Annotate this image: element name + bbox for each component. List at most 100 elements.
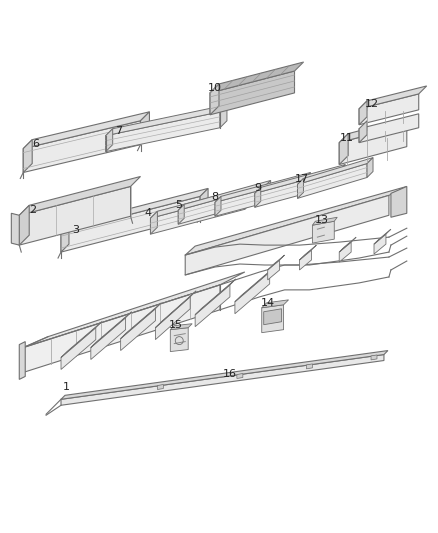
- Polygon shape: [374, 229, 391, 244]
- Polygon shape: [339, 125, 407, 165]
- Text: 6: 6: [33, 139, 40, 149]
- Polygon shape: [307, 364, 312, 369]
- Polygon shape: [120, 303, 161, 338]
- Polygon shape: [339, 116, 416, 143]
- Polygon shape: [297, 179, 304, 198]
- Text: 2: 2: [30, 205, 37, 215]
- Text: 16: 16: [223, 369, 237, 379]
- Polygon shape: [262, 305, 283, 333]
- Polygon shape: [391, 187, 407, 217]
- Polygon shape: [23, 285, 220, 373]
- Polygon shape: [61, 328, 96, 369]
- Polygon shape: [120, 309, 155, 351]
- Polygon shape: [150, 193, 245, 234]
- Polygon shape: [155, 297, 190, 340]
- Polygon shape: [19, 342, 25, 379]
- Polygon shape: [185, 196, 389, 275]
- Polygon shape: [220, 105, 227, 128]
- Text: 13: 13: [314, 215, 328, 225]
- Polygon shape: [265, 181, 271, 200]
- Polygon shape: [312, 217, 337, 225]
- Polygon shape: [106, 105, 227, 136]
- Polygon shape: [255, 188, 261, 207]
- Polygon shape: [237, 374, 243, 378]
- Text: 5: 5: [175, 200, 182, 211]
- Polygon shape: [235, 266, 276, 302]
- Polygon shape: [61, 351, 388, 399]
- Polygon shape: [91, 318, 126, 360]
- Polygon shape: [61, 322, 102, 358]
- Text: 9: 9: [254, 183, 261, 193]
- Polygon shape: [367, 158, 373, 177]
- Polygon shape: [268, 260, 279, 280]
- Text: 10: 10: [208, 83, 222, 93]
- Polygon shape: [19, 176, 141, 215]
- Polygon shape: [61, 354, 384, 405]
- Polygon shape: [91, 312, 131, 348]
- Polygon shape: [23, 112, 149, 149]
- Polygon shape: [339, 237, 356, 252]
- Polygon shape: [359, 114, 419, 143]
- Text: 7: 7: [115, 126, 122, 136]
- Polygon shape: [23, 272, 245, 348]
- Polygon shape: [235, 272, 270, 314]
- Polygon shape: [157, 384, 163, 390]
- Polygon shape: [359, 94, 419, 125]
- Polygon shape: [61, 188, 208, 232]
- Polygon shape: [210, 62, 304, 93]
- Polygon shape: [297, 158, 373, 184]
- Polygon shape: [178, 181, 271, 211]
- Polygon shape: [170, 324, 192, 330]
- Polygon shape: [200, 188, 208, 216]
- Polygon shape: [300, 245, 316, 260]
- Polygon shape: [215, 179, 304, 216]
- Polygon shape: [312, 221, 334, 243]
- Polygon shape: [339, 165, 345, 184]
- Polygon shape: [264, 309, 282, 325]
- Polygon shape: [374, 234, 386, 254]
- Polygon shape: [178, 187, 265, 224]
- Text: 11: 11: [340, 133, 354, 143]
- Polygon shape: [215, 196, 221, 216]
- Polygon shape: [23, 121, 141, 173]
- Polygon shape: [304, 173, 311, 192]
- Polygon shape: [61, 196, 200, 252]
- Text: 12: 12: [365, 99, 379, 109]
- Polygon shape: [245, 187, 252, 209]
- Text: 15: 15: [169, 320, 183, 330]
- Polygon shape: [371, 355, 377, 360]
- Polygon shape: [215, 173, 311, 203]
- Text: 3: 3: [72, 225, 79, 235]
- Polygon shape: [339, 242, 351, 262]
- Text: 17: 17: [294, 174, 308, 184]
- Text: 14: 14: [261, 298, 275, 308]
- Polygon shape: [210, 71, 294, 115]
- Polygon shape: [155, 291, 196, 328]
- Polygon shape: [359, 121, 367, 143]
- Text: 1: 1: [63, 382, 70, 392]
- Polygon shape: [255, 171, 339, 207]
- Polygon shape: [19, 205, 29, 245]
- Polygon shape: [359, 101, 367, 125]
- Polygon shape: [195, 285, 230, 327]
- Polygon shape: [141, 112, 149, 144]
- Polygon shape: [61, 224, 69, 252]
- Polygon shape: [106, 112, 220, 151]
- Text: 8: 8: [212, 192, 219, 203]
- Polygon shape: [23, 140, 32, 173]
- Polygon shape: [185, 187, 407, 255]
- Polygon shape: [106, 129, 113, 151]
- Polygon shape: [339, 134, 348, 165]
- Polygon shape: [19, 187, 131, 245]
- Polygon shape: [262, 300, 289, 308]
- Polygon shape: [150, 211, 157, 234]
- Polygon shape: [170, 328, 188, 352]
- Polygon shape: [178, 204, 184, 224]
- Polygon shape: [268, 255, 285, 270]
- Polygon shape: [150, 187, 252, 218]
- Polygon shape: [297, 164, 367, 198]
- Polygon shape: [300, 250, 311, 270]
- Polygon shape: [255, 165, 345, 193]
- Polygon shape: [210, 84, 219, 115]
- Polygon shape: [11, 213, 19, 245]
